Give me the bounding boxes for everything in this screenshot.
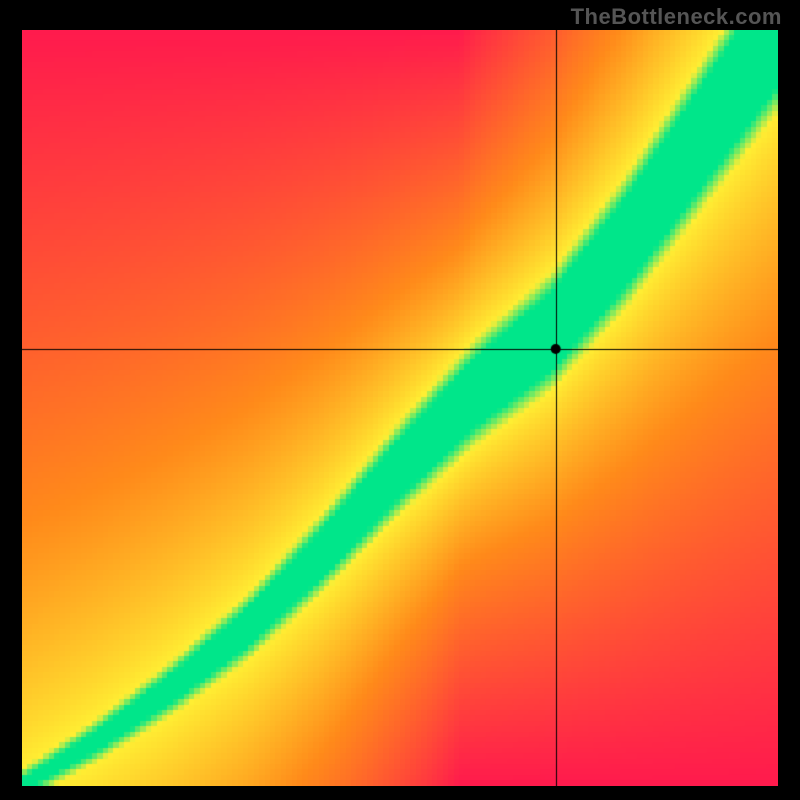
bottleneck-heatmap xyxy=(22,30,778,786)
watermark-text: TheBottleneck.com xyxy=(571,4,782,30)
chart-container: TheBottleneck.com xyxy=(0,0,800,800)
